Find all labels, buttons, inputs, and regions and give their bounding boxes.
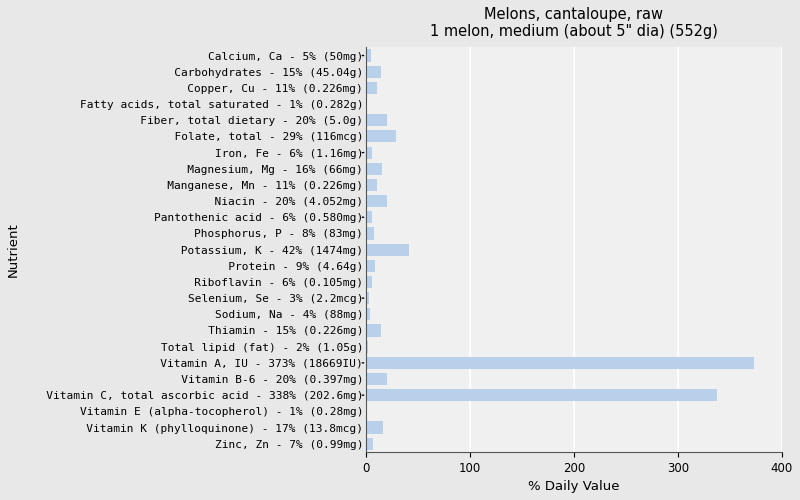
Bar xyxy=(366,114,386,126)
Bar xyxy=(366,82,378,94)
Y-axis label: Nutrient: Nutrient xyxy=(7,222,20,277)
Bar xyxy=(366,389,718,401)
Bar xyxy=(366,98,367,110)
Bar xyxy=(366,162,382,175)
Bar xyxy=(366,228,374,239)
Bar xyxy=(366,340,368,352)
Bar xyxy=(366,211,372,224)
Bar xyxy=(366,50,371,62)
Bar xyxy=(366,179,378,191)
Bar xyxy=(366,373,386,385)
X-axis label: % Daily Value: % Daily Value xyxy=(528,480,620,493)
Bar xyxy=(366,260,375,272)
Bar xyxy=(366,308,370,320)
Bar xyxy=(366,324,382,336)
Bar xyxy=(366,406,367,417)
Bar xyxy=(366,438,373,450)
Bar xyxy=(366,146,372,158)
Bar xyxy=(366,130,396,142)
Bar xyxy=(366,292,369,304)
Bar xyxy=(366,357,754,369)
Bar xyxy=(366,66,382,78)
Bar xyxy=(366,244,410,256)
Bar xyxy=(366,422,383,434)
Bar xyxy=(366,276,372,288)
Title: Melons, cantaloupe, raw
1 melon, medium (about 5" dia) (552g): Melons, cantaloupe, raw 1 melon, medium … xyxy=(430,7,718,40)
Bar xyxy=(366,195,386,207)
